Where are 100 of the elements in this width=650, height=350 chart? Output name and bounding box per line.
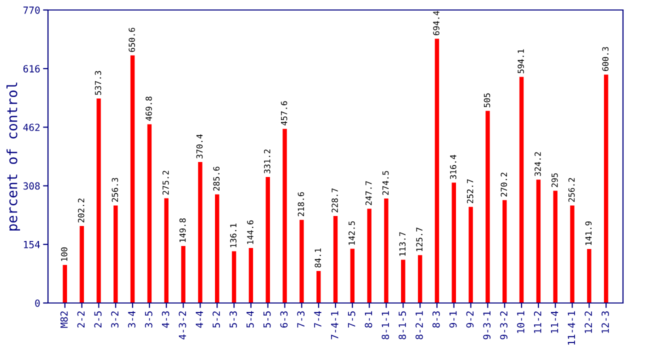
data-label: 370.4 xyxy=(196,134,203,158)
data-label: 113.7 xyxy=(399,232,406,256)
x-tick-label: 10-1 xyxy=(517,311,524,333)
bar xyxy=(130,55,135,303)
x-tick-label: 3-2 xyxy=(111,311,118,328)
bar xyxy=(300,220,304,303)
bar xyxy=(282,128,287,303)
data-label: 694.4 xyxy=(433,11,440,36)
x-tick-label: 12-2 xyxy=(584,311,592,333)
x-tick-label: 11-2 xyxy=(534,311,542,333)
x-tick-label: 8-1-1 xyxy=(382,311,390,340)
data-label: 141.9 xyxy=(585,221,592,245)
data-label: 247.7 xyxy=(365,181,372,206)
data-label: 228.7 xyxy=(332,188,338,212)
bar xyxy=(418,255,422,303)
y-tick-label: 0 xyxy=(35,300,40,307)
bar xyxy=(452,182,456,303)
bar xyxy=(570,206,574,303)
data-label: 457.6 xyxy=(280,101,288,126)
x-tick-label: M82 xyxy=(60,311,68,328)
x-tick-label: 12-3 xyxy=(602,311,609,333)
x-tick-label: 9-3-1 xyxy=(483,311,491,340)
y-tick-label: 462 xyxy=(23,124,40,132)
x-tick-label: 3-5 xyxy=(144,311,152,328)
x-tick-label: 9-3-2 xyxy=(500,311,508,340)
bar xyxy=(96,98,101,303)
y-tick-label: 308 xyxy=(23,182,40,190)
data-label: 537.3 xyxy=(94,71,102,95)
bar xyxy=(333,216,338,303)
x-tick-label: 8-2-1 xyxy=(416,311,423,340)
x-tick-label: 4-3 xyxy=(162,311,170,328)
bar xyxy=(434,38,440,303)
x-tick-label: 9-2 xyxy=(466,311,474,328)
x-tick-label: 2-5 xyxy=(94,311,102,328)
data-label: 144.6 xyxy=(247,220,254,244)
y-tick-label: 770 xyxy=(23,6,40,14)
data-label: 256.3 xyxy=(112,178,118,202)
bar xyxy=(164,198,168,303)
data-label: 202.2 xyxy=(78,198,84,222)
bar xyxy=(604,74,608,303)
x-tick-label: 4-4 xyxy=(196,311,203,328)
x-tick-label: 7-5 xyxy=(348,311,356,328)
bar xyxy=(316,271,321,303)
bar xyxy=(147,124,152,303)
bar xyxy=(486,110,490,303)
x-tick-label: 5-2 xyxy=(212,311,220,328)
data-label: 218.6 xyxy=(298,192,304,216)
bar xyxy=(248,248,254,303)
bar xyxy=(553,190,558,303)
bar xyxy=(519,76,524,303)
data-label: 274.5 xyxy=(382,171,389,195)
bar xyxy=(181,246,186,303)
bar xyxy=(384,198,388,303)
x-tick-label: 8-1-5 xyxy=(398,311,406,340)
data-label: 285.6 xyxy=(213,166,220,191)
bar xyxy=(502,200,507,303)
bar xyxy=(350,248,355,303)
data-label: 469.8 xyxy=(146,96,152,121)
x-tick-label: 9-1 xyxy=(449,311,457,328)
data-label: 149.8 xyxy=(179,218,186,242)
bar xyxy=(198,162,202,303)
bar xyxy=(266,176,270,303)
data-label: 125.7 xyxy=(416,228,422,252)
x-tick-label: 6-3 xyxy=(280,311,288,328)
data-label: 650.6 xyxy=(128,28,135,52)
data-label: 252.7 xyxy=(466,179,474,204)
bar xyxy=(62,264,68,303)
x-tick-label: 11-4 xyxy=(550,311,558,333)
bar xyxy=(367,208,372,303)
data-label: 324.2 xyxy=(534,152,541,176)
data-label: 505 xyxy=(484,93,490,108)
x-tick-label: 7-3 xyxy=(297,311,305,328)
x-tick-label: 3-4 xyxy=(128,311,136,328)
x-tick-label: 7-4 xyxy=(314,311,322,328)
y-tick-label: 616 xyxy=(23,65,40,72)
data-label: 295 xyxy=(551,173,558,188)
data-label: 256.2 xyxy=(568,178,575,202)
data-label: 275.2 xyxy=(162,170,169,195)
bar xyxy=(215,194,220,303)
x-tick-label: 5-3 xyxy=(230,311,237,328)
data-label: 84.1 xyxy=(314,248,322,268)
bar xyxy=(80,226,84,303)
x-tick-label: 5-5 xyxy=(263,311,271,328)
data-label: 100 xyxy=(61,247,68,261)
data-label: 594.1 xyxy=(518,49,524,74)
data-label: 600.3 xyxy=(602,47,609,71)
bar xyxy=(536,180,541,303)
y-axis-title: percent of control xyxy=(6,82,20,230)
bar xyxy=(587,249,592,303)
bar xyxy=(401,260,406,303)
x-tick-label: 5-4 xyxy=(246,311,254,328)
x-tick-label: 4-3-2 xyxy=(178,311,186,340)
y-tick-label: 154 xyxy=(24,241,40,248)
data-label: 142.5 xyxy=(348,221,355,245)
bar xyxy=(114,205,118,303)
bar xyxy=(468,206,473,303)
x-tick-label: 7-4-1 xyxy=(331,311,338,340)
data-label: 316.4 xyxy=(450,154,456,179)
bar xyxy=(232,251,236,303)
data-label: 136.1 xyxy=(230,224,236,248)
